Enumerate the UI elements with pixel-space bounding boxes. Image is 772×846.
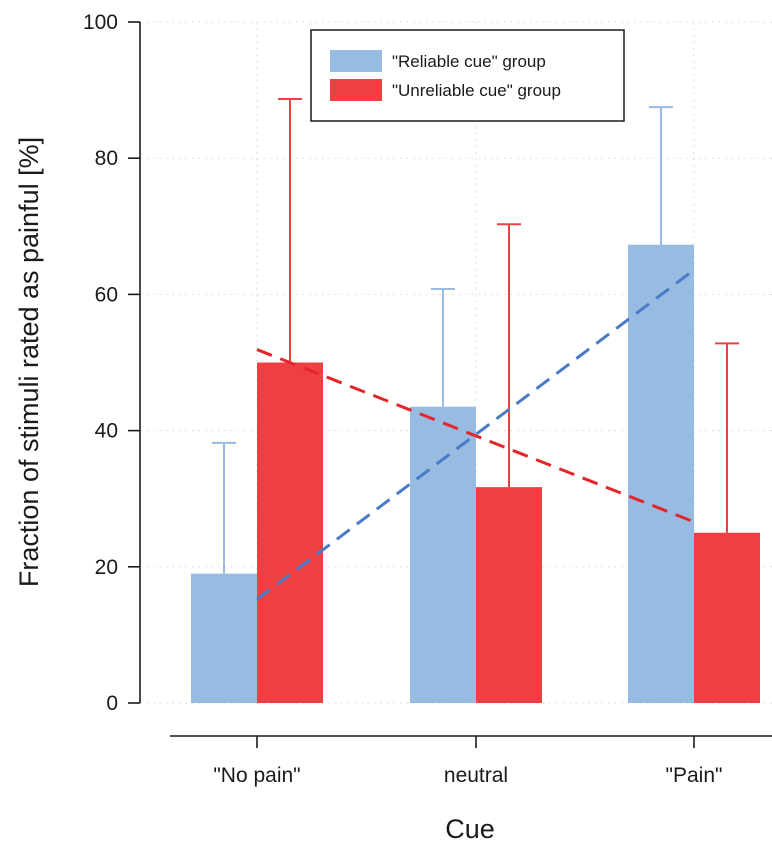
y-tick-label: 20 xyxy=(95,556,118,579)
y-tick-label: 0 xyxy=(106,692,118,715)
x-tick-label: "No pain" xyxy=(213,764,300,787)
y-tick-label: 40 xyxy=(95,420,118,443)
trend-line-unreliable xyxy=(256,348,695,524)
bars-layer xyxy=(191,244,760,703)
x-tick-label: "Pain" xyxy=(666,764,723,787)
legend-swatch-reliable xyxy=(330,50,382,72)
y-tick-label: 100 xyxy=(83,11,118,34)
trend-lines-layer xyxy=(256,268,695,601)
error-bars-layer xyxy=(212,97,739,574)
bar-unreliable xyxy=(694,532,760,703)
y-tick-label: 60 xyxy=(95,283,118,306)
y-axis-title: Fraction of stimuli rated as painful [%] xyxy=(14,137,44,587)
legend-swatch-unreliable xyxy=(330,79,382,101)
legend: "Reliable cue" group "Unreliable cue" gr… xyxy=(310,29,625,122)
bar-unreliable xyxy=(476,487,542,703)
legend-label-reliable: "Reliable cue" group xyxy=(392,52,546,71)
y-ticks: 0 20 40 60 80 100 xyxy=(83,11,140,715)
legend-label-unreliable: "Unreliable cue" group xyxy=(392,81,561,100)
bar-reliable xyxy=(628,244,694,703)
bar-unreliable xyxy=(257,362,323,703)
y-tick-label: 80 xyxy=(95,147,118,170)
x-axis-title: Cue xyxy=(445,814,495,844)
bar-reliable xyxy=(191,573,257,703)
x-ticks: "No pain" neutral "Pain" xyxy=(213,736,722,787)
x-tick-label: neutral xyxy=(444,764,508,787)
legend-box xyxy=(310,29,625,122)
trend-line-reliable xyxy=(256,268,695,601)
bar-reliable xyxy=(410,406,476,703)
